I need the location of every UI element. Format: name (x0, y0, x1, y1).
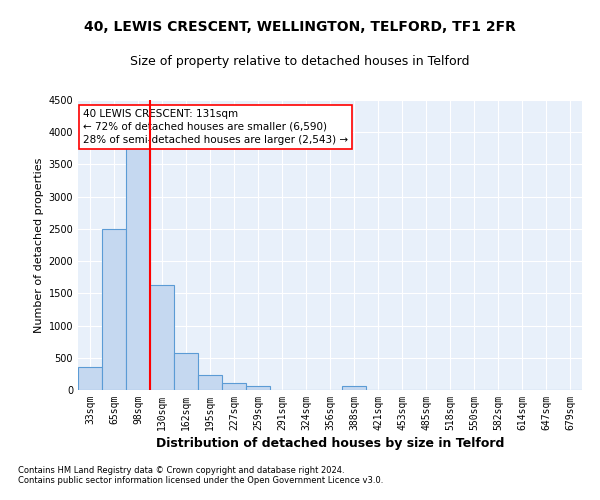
Bar (222, 383, 246, 390)
Bar (246, 386, 270, 390)
Text: Contains HM Land Registry data © Crown copyright and database right 2024.
Contai: Contains HM Land Registry data © Crown c… (18, 466, 383, 485)
Bar (150, 286, 174, 390)
Bar (78, 368, 102, 390)
Y-axis label: Number of detached properties: Number of detached properties (34, 158, 44, 332)
Text: 40, LEWIS CRESCENT, WELLINGTON, TELFORD, TF1 2FR: 40, LEWIS CRESCENT, WELLINGTON, TELFORD,… (84, 20, 516, 34)
Bar (126, 148, 150, 390)
Bar (198, 375, 222, 390)
Bar (102, 229, 126, 390)
Text: Size of property relative to detached houses in Telford: Size of property relative to detached ho… (130, 55, 470, 68)
Bar (342, 386, 366, 390)
Bar (174, 354, 198, 390)
X-axis label: Distribution of detached houses by size in Telford: Distribution of detached houses by size … (156, 437, 504, 450)
Text: 40 LEWIS CRESCENT: 131sqm
← 72% of detached houses are smaller (6,590)
28% of se: 40 LEWIS CRESCENT: 131sqm ← 72% of detac… (83, 108, 348, 145)
